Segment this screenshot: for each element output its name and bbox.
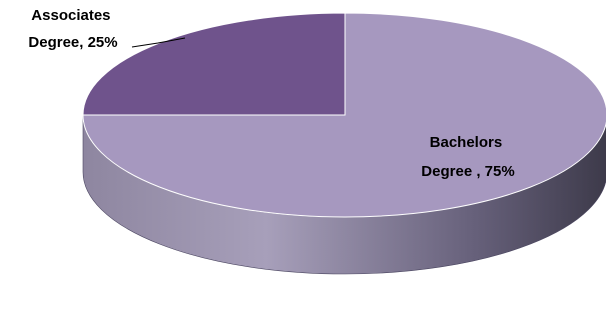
pie-slice-associates [82,12,346,116]
leader-line-associates [131,37,186,48]
label-bachelors-line-1: Bachelors [430,134,503,151]
label-bachelors-line-2: Degree , 75% [421,163,514,180]
label-associates-line-2: Degree, 25% [28,34,117,51]
label-bachelors: Bachelors Degree , 75% [421,134,514,180]
label-associates-line-1: Associates [31,7,110,24]
label-associates: Associates Degree, 25% [28,7,117,51]
pie-slice-bachelors [82,12,606,218]
